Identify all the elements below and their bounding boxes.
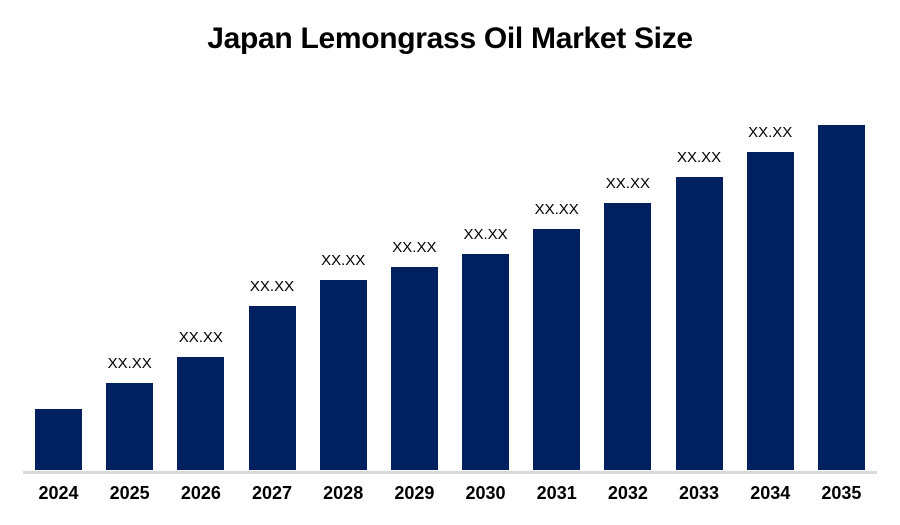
x-tick-2033: 2033 [679, 483, 720, 503]
bar-column-2032: XX.XX [604, 175, 652, 470]
bar-column-2024 [35, 409, 82, 470]
x-tick-2030: 2030 [465, 483, 506, 503]
bar-column-2033: XX.XX [675, 149, 723, 470]
bar-column-2034: XX.XX [746, 124, 794, 470]
bar-2025 [106, 383, 154, 470]
bar-column-2029: XX.XX [390, 239, 438, 470]
x-tick-2029: 2029 [394, 483, 435, 503]
x-tick-2025: 2025 [109, 483, 150, 503]
bar-value-label-2026: XX.XX [178, 329, 223, 346]
bar-2034 [746, 152, 794, 470]
x-tick-2027: 2027 [251, 483, 293, 503]
bar-2032 [604, 203, 652, 470]
bar-2035 [817, 125, 865, 470]
bar-column-2027: XX.XX [248, 278, 296, 470]
bar-column-2028: XX.XX [319, 252, 367, 470]
bar-2030 [462, 254, 510, 470]
x-tick-2026: 2026 [180, 483, 221, 503]
bar-2031 [533, 229, 581, 470]
bar-value-label-2025: XX.XX [107, 355, 152, 372]
bar-value-label-2027: XX.XX [249, 278, 295, 295]
bar-value-label-2034: XX.XX [748, 124, 793, 141]
bar-2027 [248, 306, 296, 470]
bar-2029 [390, 267, 438, 470]
bar-2024 [35, 409, 82, 470]
bar-2028 [319, 280, 367, 470]
x-tick-2031: 2031 [536, 483, 577, 503]
bar-column-2030: XX.XX [462, 226, 510, 470]
x-axis-line [23, 471, 877, 474]
bar-value-label-2030: XX.XX [463, 226, 508, 243]
x-axis-tick-labels: 2024 2025 2026 2027 2028 2029 2030 2031 … [23, 483, 877, 504]
bar-column-2035 [817, 125, 865, 470]
bar-2026 [177, 357, 225, 470]
bar-value-label-2029: XX.XX [392, 239, 437, 256]
plot-area: XX.XX XX.XX XX.XX XX.XX XX.XX XX.XX XX.X… [23, 124, 877, 470]
bar-value-label-2031: XX.XX [534, 201, 579, 218]
x-tick-2024: 2024 [38, 483, 79, 503]
x-tick-2032: 2032 [607, 483, 648, 503]
bar-column-2031: XX.XX [533, 201, 581, 470]
bar-value-label-2032: XX.XX [605, 175, 650, 192]
bar-column-2025: XX.XX [106, 355, 154, 470]
x-tick-2028: 2028 [323, 483, 364, 503]
bar-value-label-2028: XX.XX [321, 252, 366, 269]
x-tick-2034: 2034 [750, 483, 791, 503]
bar-column-2026: XX.XX [177, 329, 225, 470]
bar-value-label-2033: XX.XX [676, 149, 722, 166]
x-tick-2035: 2035 [821, 483, 862, 503]
bar-2033 [675, 177, 723, 470]
chart-title: Japan Lemongrass Oil Market Size [207, 22, 693, 55]
